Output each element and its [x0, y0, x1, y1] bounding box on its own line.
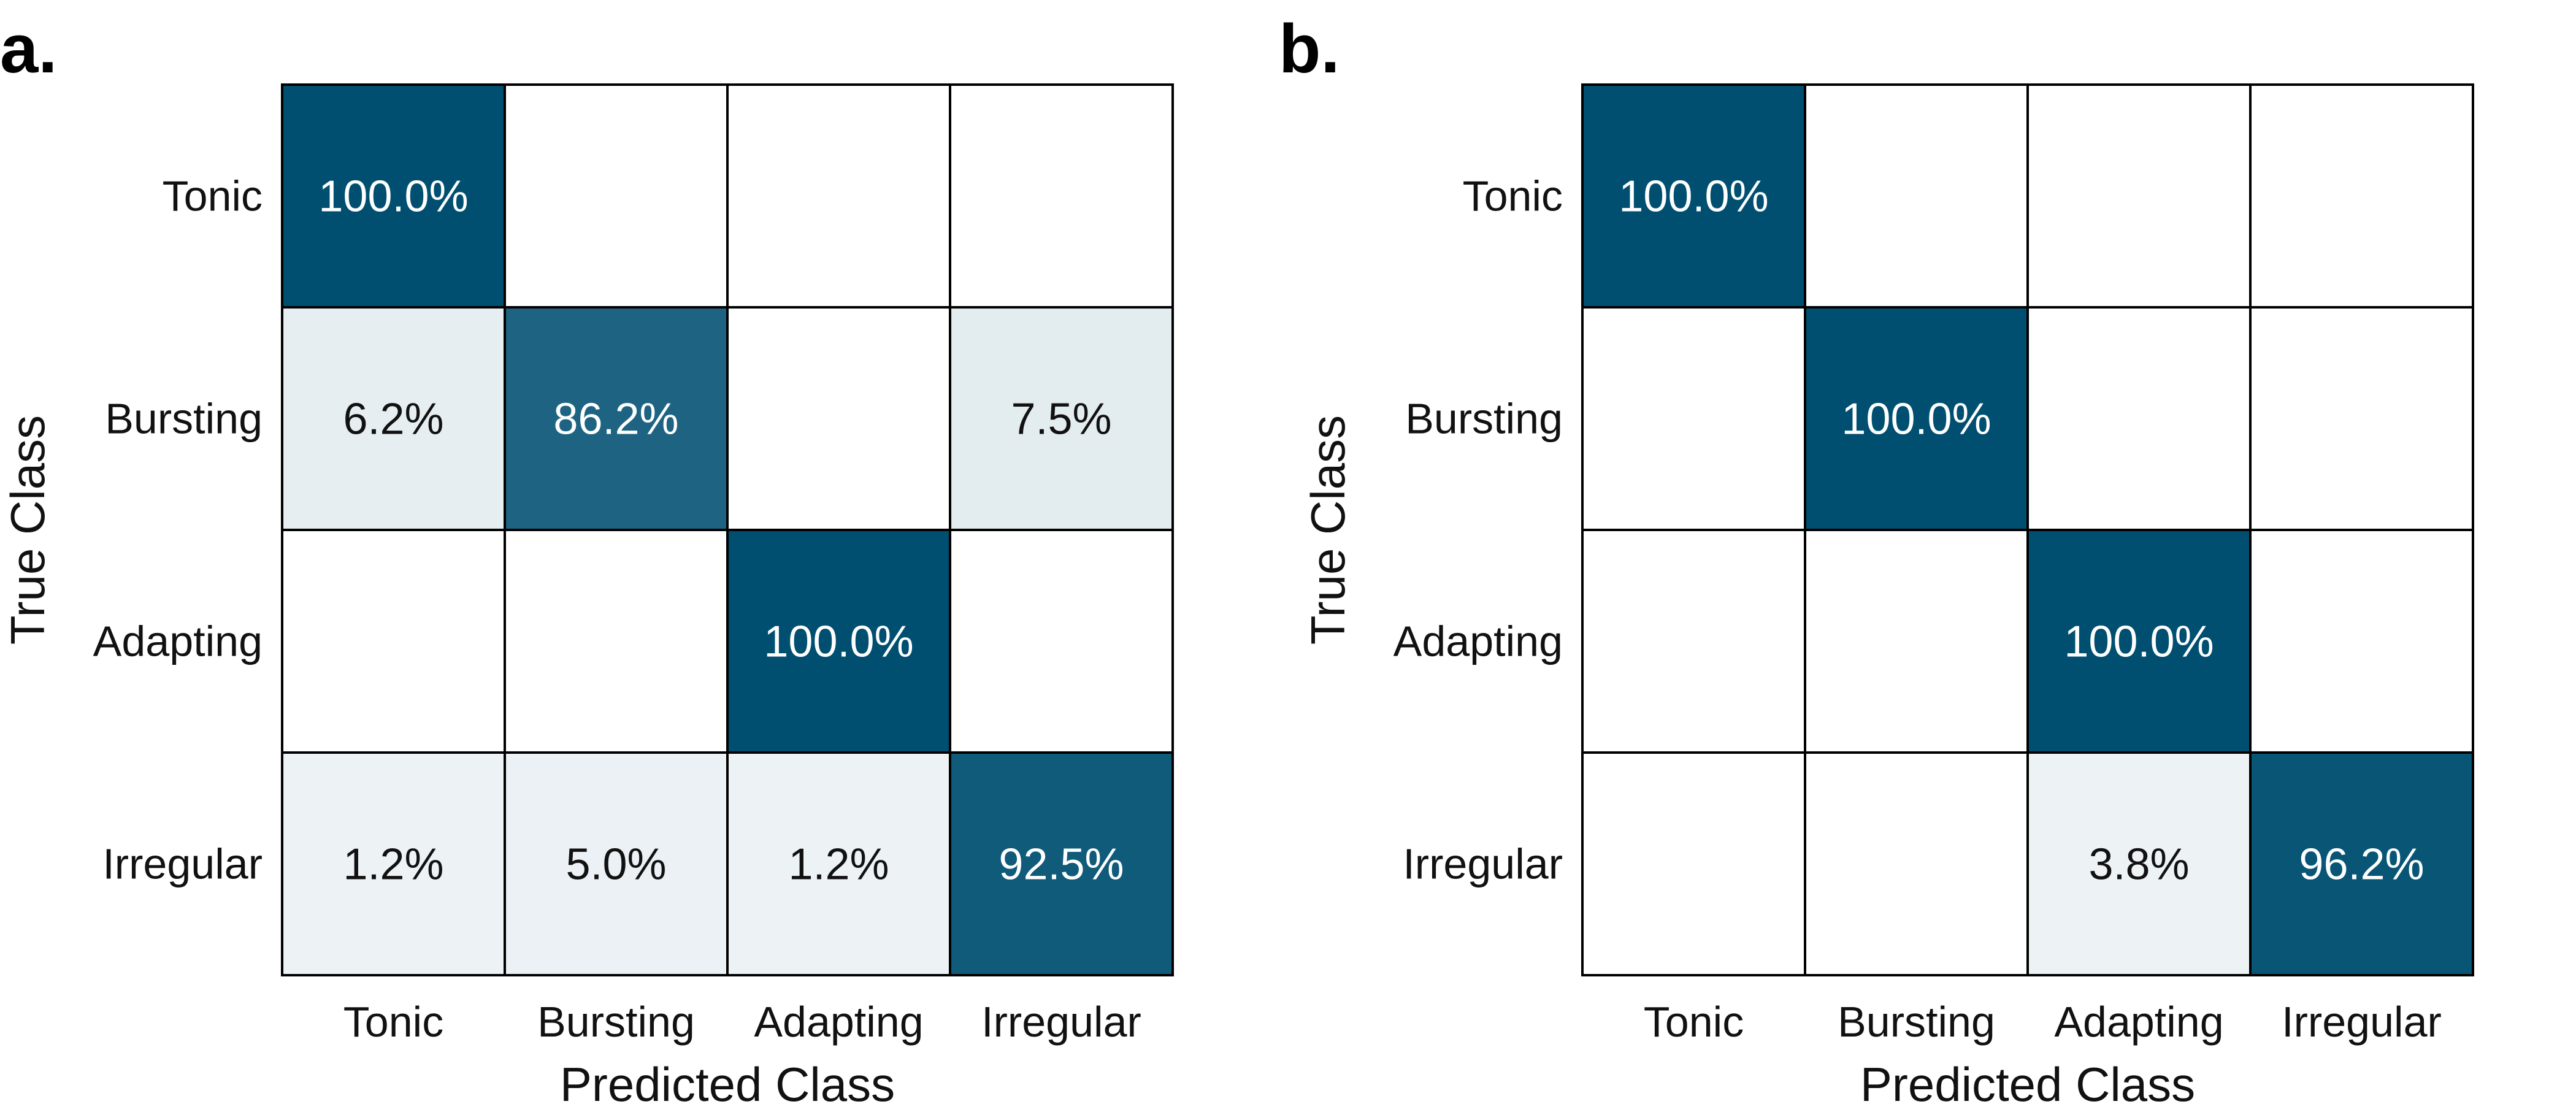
matrix-cell-tonic-tonic — [281, 83, 506, 309]
y-axis-title: True Class — [1301, 415, 1355, 645]
cell-value-label: 100.0% — [1841, 395, 1991, 444]
panel-label: a. — [0, 10, 57, 87]
x-axis-title: Predicted Class — [1860, 1057, 2195, 1104]
row-tick-label: Tonic — [163, 172, 263, 220]
cell-value-label: 1.2% — [788, 840, 889, 889]
row-tick-label: Bursting — [105, 395, 263, 443]
cell-value-label: 100.0% — [1619, 172, 1768, 221]
col-tick-label: Tonic — [343, 998, 443, 1046]
matrix-cell-irregular-irregular — [2249, 751, 2474, 976]
matrix-cell-tonic-irregular — [949, 83, 1174, 309]
matrix-cell-bursting-adapting — [726, 306, 951, 531]
panel-b: b. 100.0% 100.0% 100.0% 3.8% 96.2% Tonic Bursti… — [1279, 10, 2474, 1104]
col-tick-label: Irregular — [981, 998, 1141, 1046]
panel-a: a. 100.0% 6.2% 86.2% 7.5% 100.0% 1.2% 5.0% 1.2% 9… — [0, 10, 1174, 1104]
matrix-cell-tonic-irregular — [2249, 83, 2474, 309]
matrix-cell-bursting-irregular — [949, 306, 1174, 531]
matrix-cell-bursting-bursting — [504, 306, 729, 531]
matrix-cell-irregular-tonic — [281, 751, 506, 976]
cell-value-label: 100.0% — [764, 618, 913, 667]
matrix-cell-irregular-adapting — [2026, 751, 2252, 976]
col-tick-label: Adapting — [754, 998, 923, 1046]
row-tick-label: Adapting — [93, 618, 263, 665]
matrix-cell-tonic-adapting — [726, 83, 951, 309]
row-tick-label: Irregular — [102, 840, 263, 888]
cell-value-label: 1.2% — [343, 840, 443, 889]
matrix-cell-adapting-irregular — [2249, 529, 2474, 754]
cell-value-label: 6.2% — [343, 395, 443, 444]
row-tick-label: Irregular — [1403, 840, 1563, 888]
matrix-cell-irregular-bursting — [504, 751, 729, 976]
matrix-cell-adapting-tonic — [281, 529, 506, 754]
cell-value-label: 96.2% — [2299, 840, 2424, 889]
cell-value-label: 100.0% — [2064, 618, 2214, 667]
matrix-cell-adapting-adapting — [2026, 529, 2252, 754]
matrix-cell-bursting-tonic — [281, 306, 506, 531]
matrix-cell-irregular-tonic — [1581, 751, 1806, 976]
matrix-cell-bursting-irregular — [2249, 306, 2474, 531]
matrix-cell-adapting-bursting — [504, 529, 729, 754]
matrix-cell-tonic-adapting — [2026, 83, 2252, 309]
cell-value-label: 5.0% — [565, 840, 666, 889]
row-tick-label: Adapting — [1393, 618, 1563, 665]
matrix-cell-tonic-tonic — [1581, 83, 1806, 309]
x-axis-title: Predicted Class — [560, 1057, 895, 1104]
col-tick-label: Adapting — [2054, 998, 2223, 1046]
matrix-cell-irregular-irregular — [949, 751, 1174, 976]
cell-value-label: 3.8% — [2088, 840, 2189, 889]
col-tick-label: Bursting — [1838, 998, 1995, 1046]
row-tick-label: Bursting — [1405, 395, 1563, 443]
matrix-cell-tonic-bursting — [1804, 83, 2029, 309]
matrix-cell-tonic-bursting — [504, 83, 729, 309]
row-tick-label: Tonic — [1463, 172, 1563, 220]
col-tick-label: Tonic — [1644, 998, 1744, 1046]
matrix-cell-adapting-tonic — [1581, 529, 1806, 754]
matrix-cell-adapting-irregular — [949, 529, 1174, 754]
cell-value-label: 86.2% — [553, 395, 678, 444]
cell-value-label: 92.5% — [999, 840, 1124, 889]
matrix-cell-adapting-bursting — [1804, 529, 2029, 754]
cell-value-label: 100.0% — [318, 172, 468, 221]
cell-value-label: 7.5% — [1011, 395, 1111, 444]
matrix-cell-bursting-adapting — [2026, 306, 2252, 531]
matrix-cell-irregular-adapting — [726, 751, 951, 976]
col-tick-label: Bursting — [537, 998, 695, 1046]
col-tick-label: Irregular — [2282, 998, 2442, 1046]
y-axis-title: True Class — [1, 415, 55, 645]
panel-label: b. — [1279, 10, 1340, 87]
matrix-cell-adapting-adapting — [726, 529, 951, 754]
matrix-cell-bursting-tonic — [1581, 306, 1806, 531]
matrix-cell-irregular-bursting — [1804, 751, 2029, 976]
